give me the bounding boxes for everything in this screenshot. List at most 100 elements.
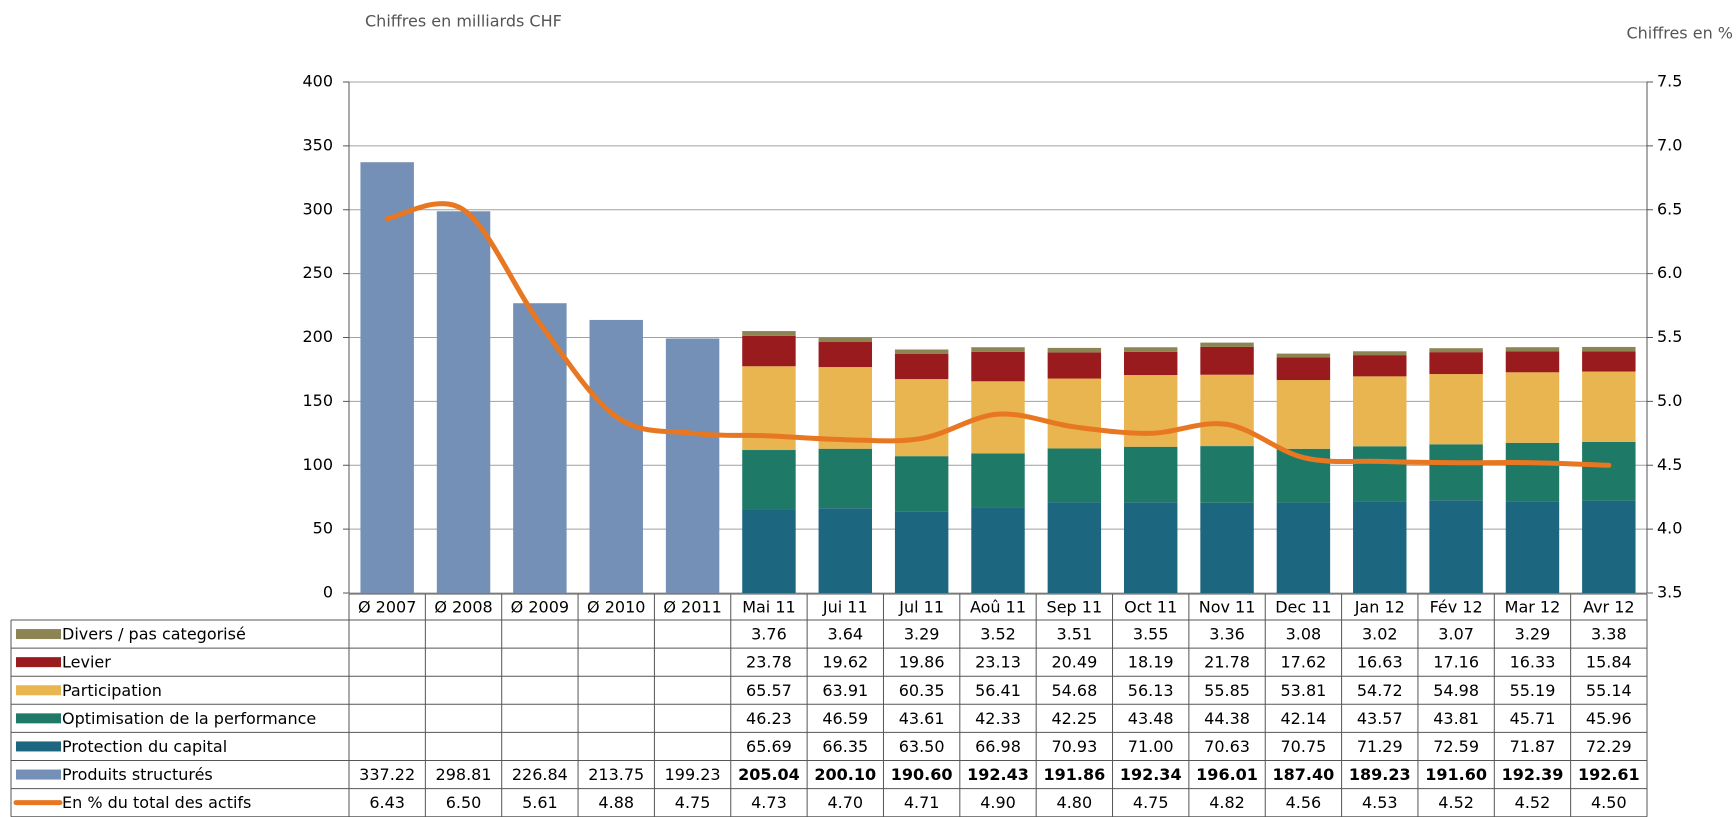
bar-segment xyxy=(1505,442,1560,502)
bar-segment xyxy=(1353,376,1407,447)
table-value: 189.23 xyxy=(1349,765,1411,784)
table-value: 4.70 xyxy=(827,793,863,812)
y2-tick-label: 4.5 xyxy=(1657,455,1682,474)
y2-tick-label: 7.5 xyxy=(1657,72,1682,91)
table-value: 187.40 xyxy=(1273,765,1335,784)
table-value: 3.29 xyxy=(904,625,940,644)
bar-segment xyxy=(818,508,873,593)
table-value: 192.39 xyxy=(1502,765,1564,784)
table-value: 3.02 xyxy=(1362,625,1398,644)
y2-tick-label: 3.5 xyxy=(1657,583,1682,602)
table-value: 190.60 xyxy=(891,765,953,784)
bar-segment xyxy=(742,509,796,593)
x-tick-label: Jan 12 xyxy=(1354,598,1405,617)
x-tick-label: Avr 12 xyxy=(1583,598,1635,617)
table-value: 4.53 xyxy=(1362,793,1398,812)
bar-segment xyxy=(894,456,949,512)
bar xyxy=(436,211,491,594)
table-value: 4.75 xyxy=(675,793,711,812)
table-value: 45.71 xyxy=(1510,709,1556,728)
table-value: 54.68 xyxy=(1051,681,1097,700)
bar-segment xyxy=(1353,351,1407,356)
table-value: 56.41 xyxy=(975,681,1021,700)
x-tick-label: Ø 2007 xyxy=(358,598,416,617)
x-tick-label: Oct 11 xyxy=(1124,598,1177,617)
legend-label: Optimisation de la performance xyxy=(62,709,316,728)
x-tick-label: Aoû 11 xyxy=(970,598,1026,617)
y2-tick-label: 4.0 xyxy=(1657,519,1682,538)
table-value: 71.29 xyxy=(1357,737,1403,756)
table-value: 4.82 xyxy=(1209,793,1245,812)
x-tick-label: Mar 12 xyxy=(1505,598,1561,617)
y-tick-label: 0 xyxy=(323,583,333,602)
bar-segment xyxy=(894,379,949,457)
table-value: 23.13 xyxy=(975,653,1021,672)
bar-segment xyxy=(1123,375,1178,447)
bar-segment xyxy=(894,353,949,380)
bar-segment xyxy=(1276,380,1331,449)
table-value: 19.86 xyxy=(899,653,945,672)
y-tick-label: 300 xyxy=(302,199,333,218)
table-value: 46.23 xyxy=(746,709,792,728)
table-value: 53.81 xyxy=(1281,681,1327,700)
table-value: 71.87 xyxy=(1510,737,1556,756)
bar-segment xyxy=(1276,353,1331,358)
table-value: 192.61 xyxy=(1578,765,1640,784)
table-value: 56.13 xyxy=(1128,681,1174,700)
table-value: 17.16 xyxy=(1433,653,1479,672)
bar-segment xyxy=(971,507,1025,593)
table-value: 42.33 xyxy=(975,709,1021,728)
table-value: 3.76 xyxy=(751,625,787,644)
legend-label: Levier xyxy=(62,653,111,672)
table-value: 4.52 xyxy=(1438,793,1474,812)
legend-swatch xyxy=(16,769,61,780)
bar-segment xyxy=(1505,372,1560,443)
y-tick-label: 350 xyxy=(302,135,333,154)
table-value: 20.49 xyxy=(1051,653,1097,672)
y-tick-label: 100 xyxy=(302,455,333,474)
table-value: 5.61 xyxy=(522,793,558,812)
x-tick-label: Jul 11 xyxy=(898,598,944,617)
legend-swatch xyxy=(16,685,61,696)
legend-swatch xyxy=(16,713,61,724)
bar-segment xyxy=(1200,446,1254,503)
table-value: 70.75 xyxy=(1281,737,1327,756)
bar-segment xyxy=(894,511,949,593)
table-value: 3.38 xyxy=(1591,625,1627,644)
bar-segment xyxy=(818,337,873,343)
table-value: 298.81 xyxy=(436,765,492,784)
table-value: 6.43 xyxy=(369,793,405,812)
table-value: 66.35 xyxy=(822,737,868,756)
table-value: 55.85 xyxy=(1204,681,1250,700)
table-value: 199.23 xyxy=(665,765,721,784)
bar-segment xyxy=(971,347,1025,352)
table-value: 21.78 xyxy=(1204,653,1250,672)
table-value: 43.81 xyxy=(1433,709,1479,728)
x-tick-label: Fév 12 xyxy=(1430,598,1483,617)
bar-segment xyxy=(742,331,796,336)
x-tick-label: Ø 2011 xyxy=(663,598,721,617)
table-value: 191.86 xyxy=(1043,765,1105,784)
bar xyxy=(589,319,643,593)
table-value: 4.75 xyxy=(1133,793,1169,812)
bar-segment xyxy=(1200,346,1254,375)
x-tick-label: Jui 11 xyxy=(822,598,868,617)
table-value: 43.57 xyxy=(1357,709,1403,728)
table-value: 3.55 xyxy=(1133,625,1169,644)
bar-segment xyxy=(1505,501,1560,593)
legend-label: Produits structurés xyxy=(62,765,213,784)
table-value: 65.57 xyxy=(746,681,792,700)
table-value: 70.63 xyxy=(1204,737,1250,756)
table-value: 4.56 xyxy=(1286,793,1322,812)
bar-segment xyxy=(1047,352,1102,379)
y-axis-title: Chiffres en milliards CHF xyxy=(365,12,562,31)
y-tick-label: 200 xyxy=(302,327,333,346)
table-value: 4.50 xyxy=(1591,793,1627,812)
bar-segment xyxy=(1429,444,1483,501)
table-value: 44.38 xyxy=(1204,709,1250,728)
table-value: 55.14 xyxy=(1586,681,1632,700)
table-value: 4.80 xyxy=(1057,793,1093,812)
bar-segment xyxy=(1582,346,1636,352)
x-tick-label: Ø 2009 xyxy=(511,598,569,617)
y2-tick-label: 7.0 xyxy=(1657,135,1682,154)
